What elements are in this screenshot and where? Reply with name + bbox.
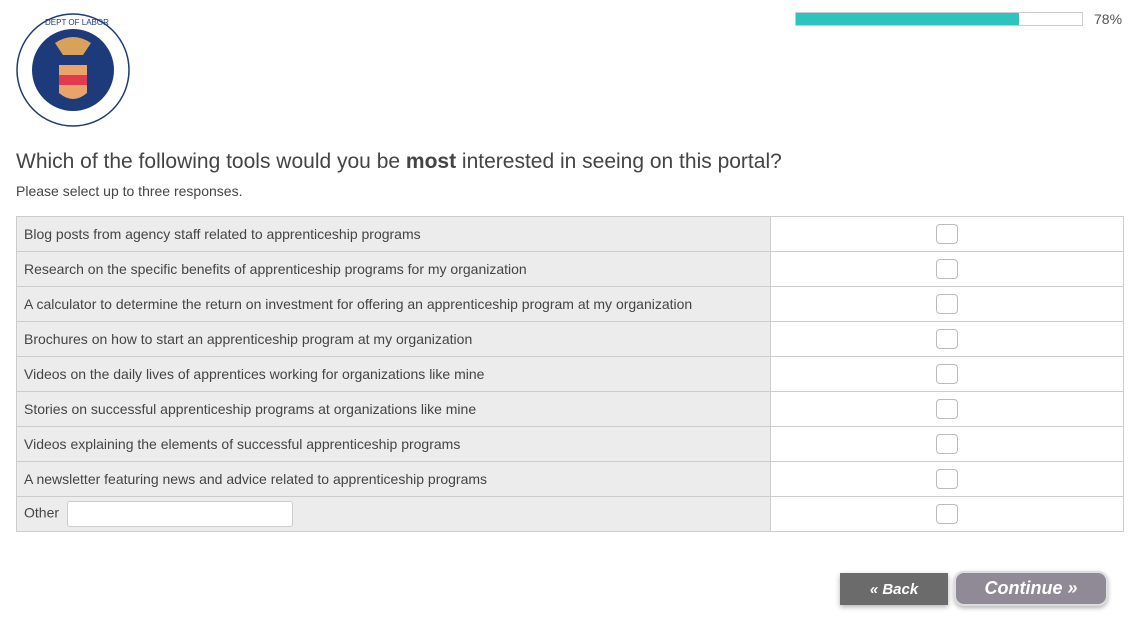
option-label: Videos on the daily lives of apprentices… xyxy=(16,356,771,392)
option-label: Brochures on how to start an apprentices… xyxy=(16,321,771,357)
other-label: Other xyxy=(24,504,60,521)
question-emphasis: most xyxy=(405,150,457,173)
option-row: Research on the specific benefits of app… xyxy=(16,251,1124,287)
option-checkbox[interactable] xyxy=(936,294,958,314)
option-label: A newsletter featuring news and advice r… xyxy=(16,461,771,497)
option-row: Videos on the daily lives of apprentices… xyxy=(16,356,1124,392)
option-row: Stories on successful apprenticeship pro… xyxy=(16,391,1124,427)
instruction-text: Please select up to three responses. xyxy=(16,183,243,199)
option-row-other: Other xyxy=(16,496,1124,532)
option-checkbox[interactable] xyxy=(936,224,958,244)
option-row: Videos explaining the elements of succes… xyxy=(16,426,1124,462)
other-checkbox[interactable] xyxy=(936,504,958,524)
svg-text:DEPT OF LABOR: DEPT OF LABOR xyxy=(45,18,109,27)
option-checkbox[interactable] xyxy=(936,364,958,384)
question-text-end: interested in seeing on this portal? xyxy=(456,150,782,173)
option-row: A newsletter featuring news and advice r… xyxy=(16,461,1124,497)
option-checkbox[interactable] xyxy=(936,259,958,279)
department-of-labor-seal: DEPT OF LABOR xyxy=(16,13,130,127)
progress-fill xyxy=(796,13,1020,25)
option-row: A calculator to determine the return on … xyxy=(16,286,1124,322)
option-checkbox[interactable] xyxy=(936,469,958,489)
question-title: Which of the following tools would you b… xyxy=(16,150,782,174)
other-text-input[interactable] xyxy=(67,501,294,527)
option-label: Stories on successful apprenticeship pro… xyxy=(16,391,771,427)
option-row: Brochures on how to start an apprentices… xyxy=(16,321,1124,357)
progress-label: 78% xyxy=(1094,11,1123,27)
option-label: Research on the specific benefits of app… xyxy=(16,251,771,287)
option-checkbox[interactable] xyxy=(936,329,958,349)
continue-button[interactable]: Continue » xyxy=(954,571,1108,606)
progress-bar xyxy=(795,12,1083,26)
option-label: Blog posts from agency staff related to … xyxy=(16,216,771,252)
option-row: Blog posts from agency staff related to … xyxy=(16,216,1124,252)
options-table: Blog posts from agency staff related to … xyxy=(16,216,1124,532)
back-button[interactable]: « Back xyxy=(840,573,948,605)
option-label: A calculator to determine the return on … xyxy=(16,286,771,322)
option-checkbox[interactable] xyxy=(936,434,958,454)
option-label: Videos explaining the elements of succes… xyxy=(16,426,771,462)
question-text: Which of the following tools would you b… xyxy=(16,150,406,173)
option-checkbox[interactable] xyxy=(936,399,958,419)
